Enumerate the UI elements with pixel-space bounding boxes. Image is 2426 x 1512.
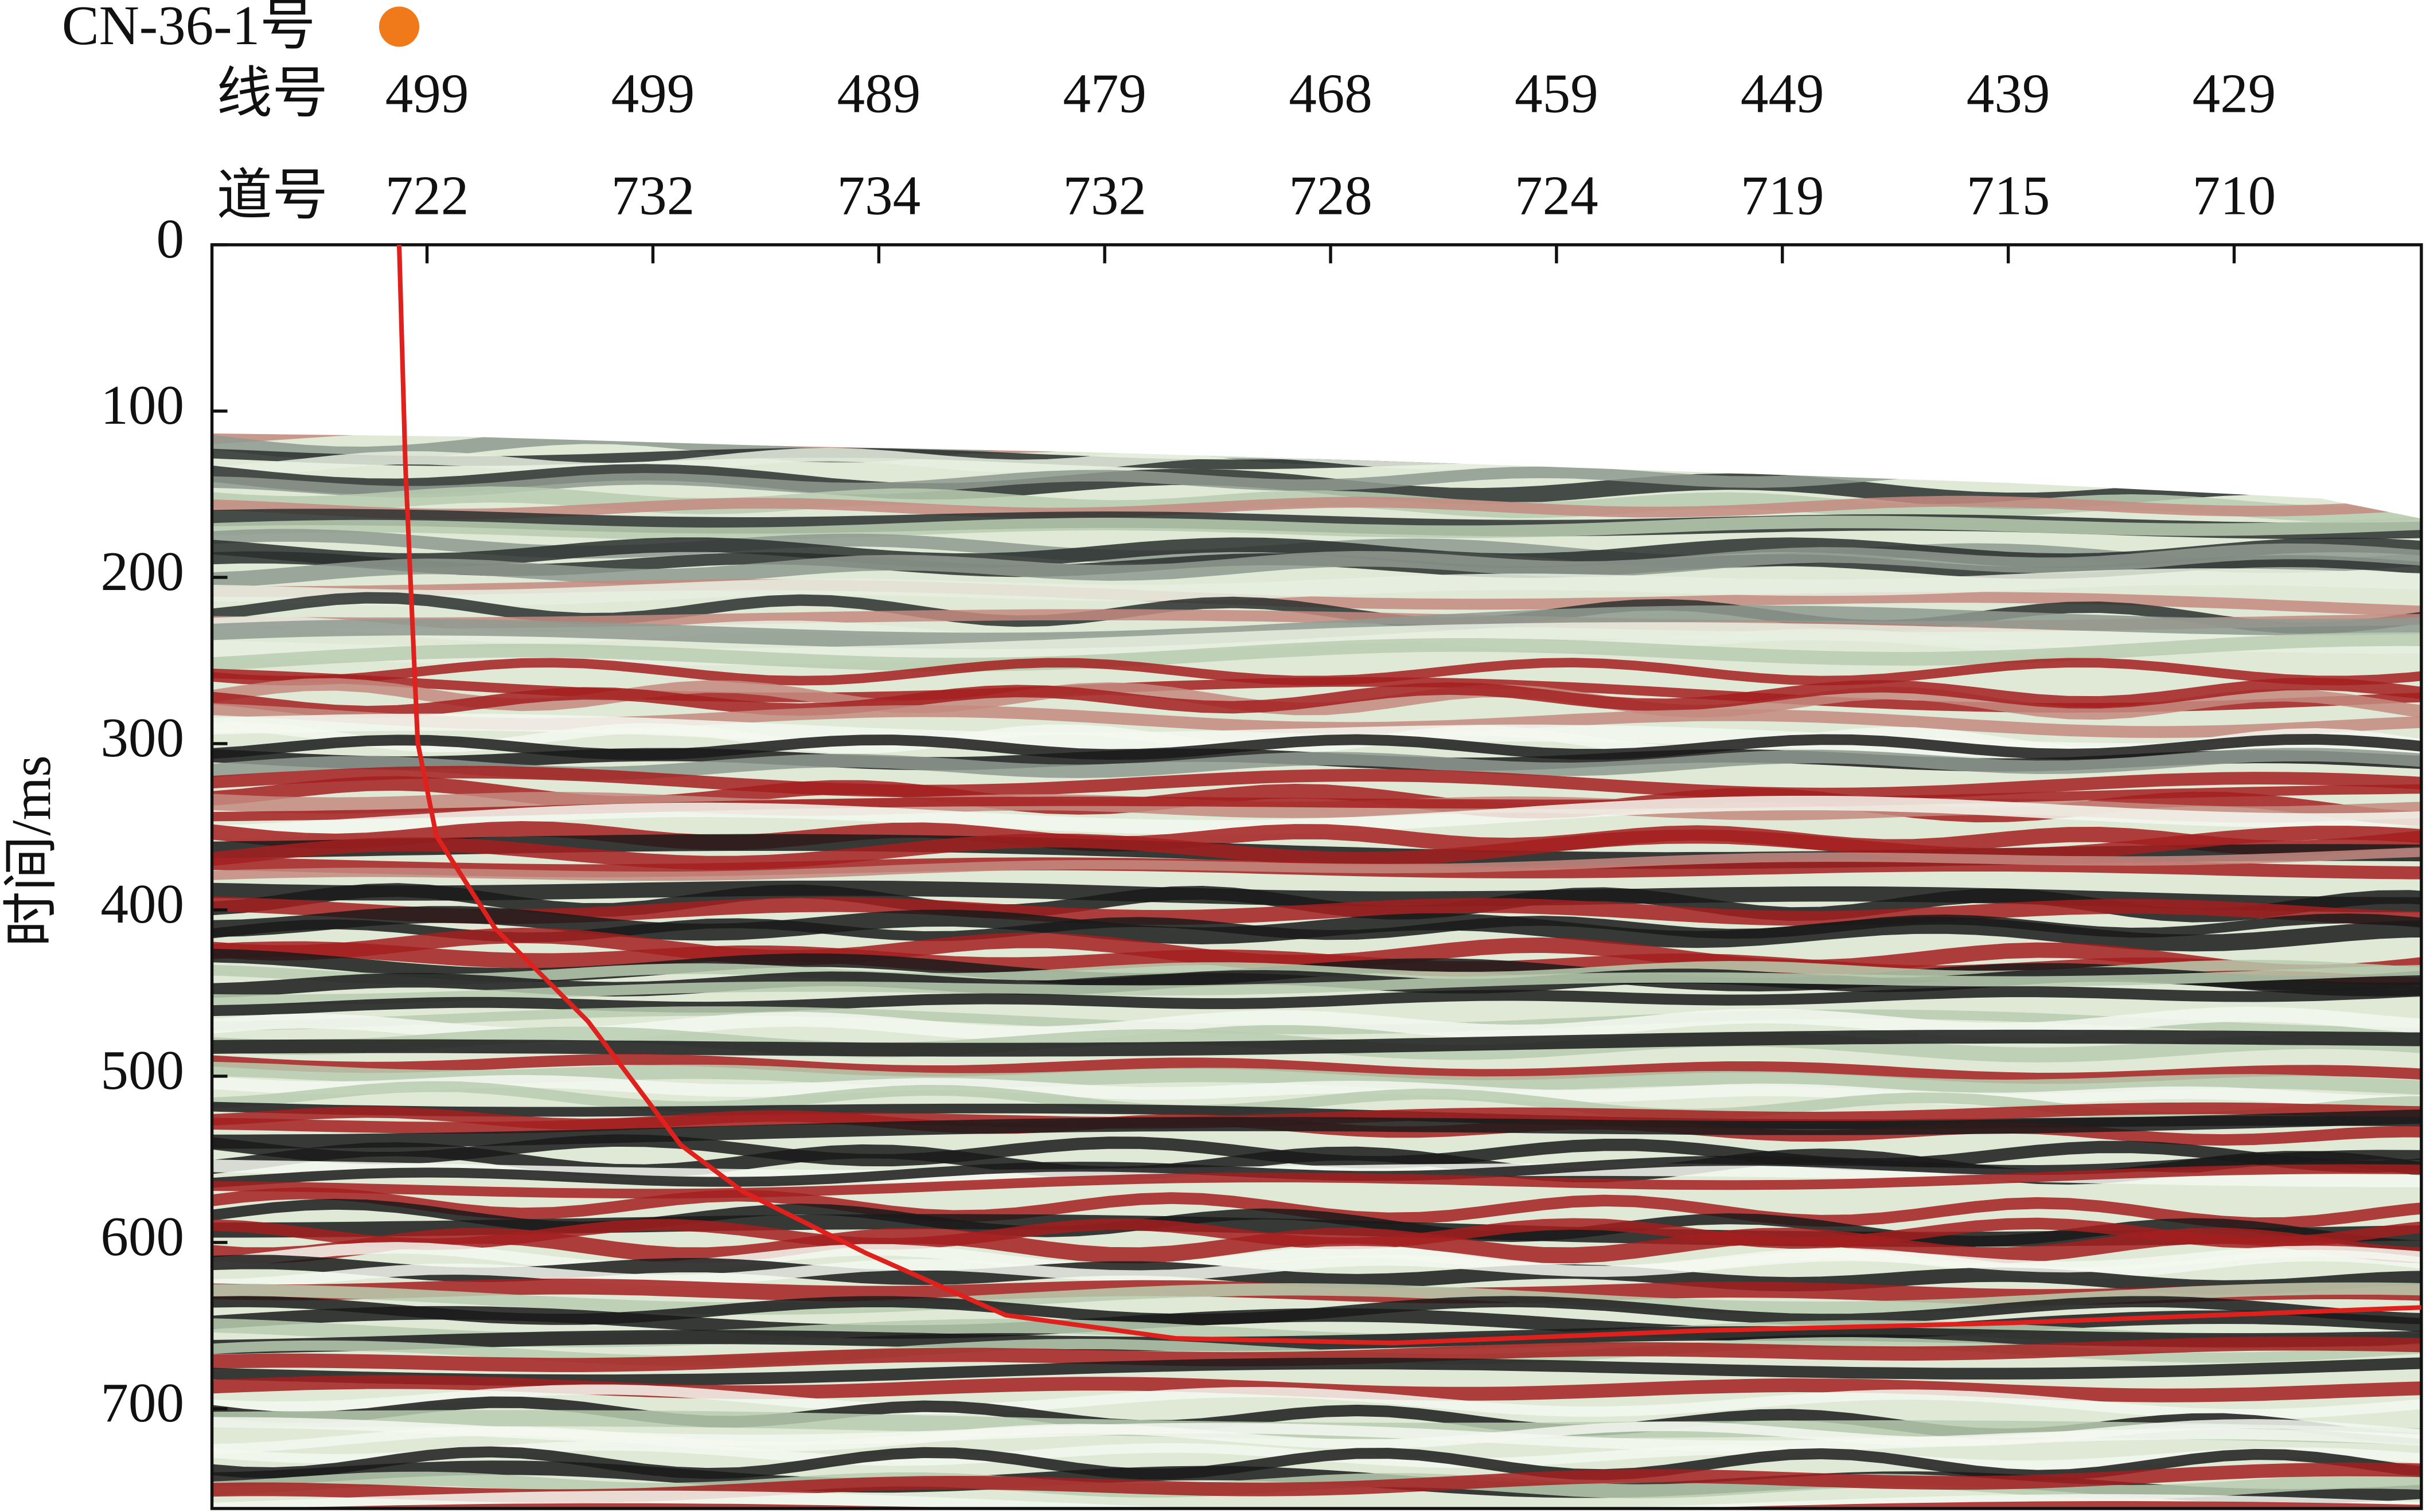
seismic-reflector xyxy=(212,1255,2421,1295)
line-number: 429 xyxy=(2193,63,2276,125)
y-tick-label: 700 xyxy=(100,1372,184,1434)
trace-number: 715 xyxy=(1967,165,2050,227)
seismic-reflector xyxy=(212,515,2421,541)
plot-frame xyxy=(210,243,2423,1510)
seismic-reflector xyxy=(212,964,2421,1005)
y-tick-label: 200 xyxy=(100,541,184,603)
well-trajectory xyxy=(396,244,2422,1346)
trace-number: 710 xyxy=(2193,165,2276,227)
seismic-reflector xyxy=(212,1075,2421,1108)
seismic-reflector xyxy=(212,821,2421,856)
seismic-reflector xyxy=(212,677,2421,718)
seismic-reflector xyxy=(212,1490,2421,1509)
seismic-reflector xyxy=(212,543,2421,588)
seismic-reflector xyxy=(212,678,2421,720)
seismic-reflector xyxy=(212,568,2421,607)
seismic-reflector xyxy=(212,1245,2421,1291)
seismic-reflector xyxy=(212,984,2421,1017)
trace-number: 728 xyxy=(1289,165,1372,227)
seismic-reflector xyxy=(212,847,2421,881)
line-number: 499 xyxy=(385,63,469,125)
y-tick-label: 100 xyxy=(100,374,184,436)
row-label: 线号 xyxy=(217,63,328,125)
seismic-reflector xyxy=(212,579,2421,618)
line-number: 499 xyxy=(611,63,695,125)
seismic-section xyxy=(212,433,2421,1509)
trace-number: 722 xyxy=(385,165,469,227)
y-tick-label: 600 xyxy=(100,1206,184,1268)
seismic-reflector xyxy=(212,765,2421,800)
trace-number: 734 xyxy=(837,165,921,227)
well-marker xyxy=(379,6,420,47)
y-tick-label: 300 xyxy=(100,707,184,769)
line-number: 459 xyxy=(1515,63,1598,125)
trace-number: 719 xyxy=(1741,165,1824,227)
seismic-reflector xyxy=(212,632,2421,671)
seismic-reflector xyxy=(212,896,2421,927)
seismic-reflector xyxy=(212,1054,2421,1084)
seismic-reflector xyxy=(212,826,2421,870)
seismic-reflector xyxy=(212,1029,2421,1057)
seismic-reflector xyxy=(212,495,2421,519)
trace-number: 732 xyxy=(611,165,695,227)
seismic-reflector xyxy=(212,1357,2421,1386)
seismic-reflector xyxy=(212,1228,2421,1264)
row-label: 道号 xyxy=(217,165,328,227)
y-tick-label: 500 xyxy=(100,1040,184,1101)
trace-number: 724 xyxy=(1515,165,1598,227)
seismic-reflector xyxy=(212,1061,2421,1096)
y-axis-label: 时间/ms xyxy=(1,755,63,947)
seismic-reflector xyxy=(212,1384,2421,1420)
seismic-reflector xyxy=(212,1164,2421,1199)
well-label: CN-36-1号 xyxy=(62,0,315,57)
trace-number: 732 xyxy=(1063,165,1146,227)
y-tick-label: 0 xyxy=(156,208,184,270)
seismic-reflector xyxy=(212,1006,2421,1038)
y-tick-label: 400 xyxy=(100,873,184,935)
seismic-reflector xyxy=(212,906,2421,952)
seismic-reflector xyxy=(212,1419,2421,1454)
line-number: 468 xyxy=(1289,63,1372,125)
line-number: 439 xyxy=(1967,63,2050,125)
line-number: 489 xyxy=(837,63,921,125)
line-number: 479 xyxy=(1063,63,1146,125)
line-number: 449 xyxy=(1741,63,1824,125)
